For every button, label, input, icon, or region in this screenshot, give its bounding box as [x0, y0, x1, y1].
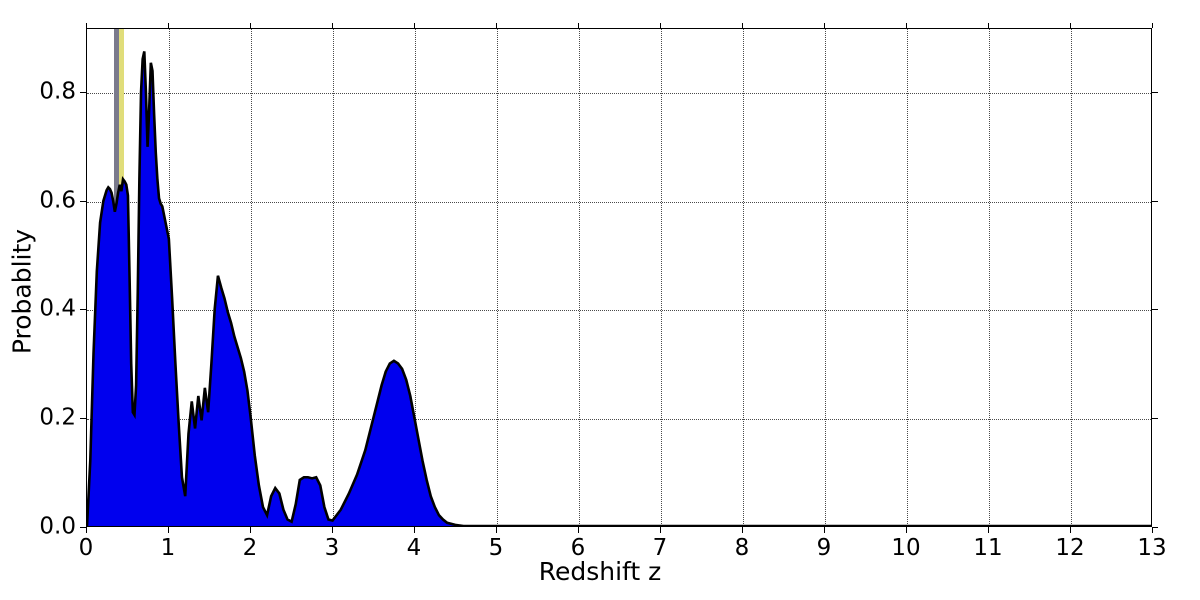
y-tick-mark [80, 91, 86, 93]
y-tick-mark [80, 418, 86, 420]
y-tick-mark [80, 200, 86, 202]
x-tick-mark [742, 527, 743, 533]
x-tick-mark-inner [86, 23, 87, 28]
x-tick-label: 11 [973, 535, 1003, 561]
gridline-vertical [497, 29, 498, 526]
x-tick-label: 1 [160, 535, 176, 561]
x-tick-label: 10 [891, 535, 921, 561]
x-tick-mark-inner [660, 23, 661, 28]
x-tick-label: 13 [1137, 535, 1167, 561]
x-tick-mark [496, 527, 497, 533]
y-tick-mark-inner [1152, 527, 1158, 528]
x-tick-mark-inner [988, 23, 989, 28]
x-tick-mark-inner [906, 23, 907, 28]
x-tick-mark [824, 527, 825, 533]
x-tick-mark-inner [168, 23, 169, 28]
x-tick-mark [660, 527, 661, 533]
y-tick-mark [80, 527, 86, 528]
x-tick-mark-inner [824, 23, 825, 28]
x-tick-label: 0 [78, 535, 94, 561]
x-tick-label: 3 [324, 535, 340, 561]
x-tick-mark-inner [1152, 23, 1153, 28]
x-tick-mark [86, 527, 87, 533]
gridline-horizontal [87, 310, 1151, 312]
x-tick-label: 12 [1055, 535, 1085, 561]
x-tick-mark-inner [250, 23, 251, 28]
gridline-horizontal [87, 419, 1151, 421]
x-tick-mark [906, 527, 907, 533]
x-tick-mark-inner [1070, 23, 1071, 28]
x-tick-label: 8 [734, 535, 750, 561]
x-tick-mark [168, 527, 169, 533]
x-tick-mark-inner [414, 23, 415, 28]
gridline-vertical [333, 29, 334, 526]
y-tick-label: 0.0 [39, 513, 76, 540]
gridline-vertical [661, 29, 662, 526]
gridline-horizontal [87, 92, 1151, 94]
x-tick-label: 4 [406, 535, 422, 561]
x-axis-title: Redshift z [538, 557, 662, 586]
gridline-vertical [989, 29, 990, 526]
x-tick-mark-inner [742, 23, 743, 28]
y-tick-mark-inner [1152, 309, 1158, 311]
probability-curve-path [87, 51, 1151, 526]
x-tick-mark [1152, 527, 1153, 533]
y-tick-mark-inner [1152, 418, 1158, 420]
probability-curve [87, 29, 1151, 526]
gridline-vertical [251, 29, 252, 526]
x-tick-mark-inner [496, 23, 497, 28]
x-tick-label: 5 [488, 535, 504, 561]
y-tick-label: 0.2 [39, 404, 76, 431]
y-tick-mark-inner [1152, 91, 1158, 93]
x-tick-mark-inner [332, 23, 333, 28]
x-tick-mark [578, 527, 579, 533]
y-tick-label: 0.4 [39, 295, 76, 322]
y-tick-label: 0.8 [39, 78, 76, 105]
x-tick-mark [1070, 527, 1071, 533]
x-tick-label: 7 [652, 535, 668, 561]
y-tick-mark-inner [1152, 200, 1158, 202]
y-tick-label: 0.6 [39, 187, 76, 214]
x-tick-label: 2 [242, 535, 258, 561]
x-tick-label: 6 [570, 535, 586, 561]
gridline-vertical [579, 29, 580, 526]
x-tick-mark-inner [578, 23, 579, 28]
gridline-vertical [1071, 29, 1072, 526]
gridline-vertical [825, 29, 826, 526]
gridline-vertical [907, 29, 908, 526]
plot-area[interactable] [86, 28, 1152, 527]
gridline-horizontal [87, 201, 1151, 203]
x-tick-label: 9 [816, 535, 832, 561]
gridline-vertical [743, 29, 744, 526]
x-tick-mark [988, 527, 989, 533]
x-tick-mark [414, 527, 415, 533]
gridline-vertical [415, 29, 416, 526]
x-tick-mark [332, 527, 333, 533]
y-axis-title: Probablity [7, 228, 37, 355]
x-tick-mark [250, 527, 251, 533]
y-tick-mark [80, 309, 86, 311]
